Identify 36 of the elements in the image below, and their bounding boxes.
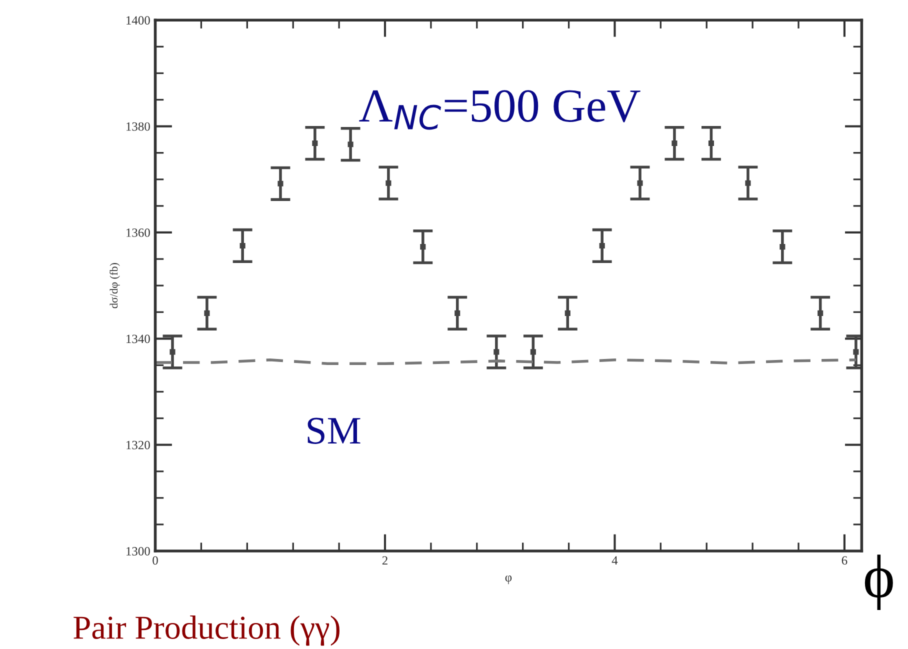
x-tick-label: 2 [382, 556, 388, 565]
y-tick-label: 1400 [126, 16, 150, 25]
annotation: Λ$_{NC}$=500 GeV [359, 90, 640, 130]
point [386, 180, 392, 186]
point [312, 140, 318, 146]
point [348, 142, 354, 148]
y-tick-label: 1320 [126, 440, 150, 450]
x-tick-label: 0 [152, 556, 158, 565]
point [708, 140, 714, 146]
point [637, 180, 643, 186]
point [170, 349, 176, 355]
x-tick-label: 6 [842, 556, 848, 565]
point [278, 180, 284, 186]
y-tick-label: 1300 [126, 547, 150, 556]
point [780, 244, 786, 250]
point [564, 310, 570, 316]
point [672, 140, 678, 146]
point [853, 349, 859, 355]
point [204, 310, 210, 316]
point [745, 180, 751, 186]
point [240, 242, 246, 249]
y-tick-label: 1340 [126, 334, 150, 344]
x-axis-title: φ [505, 576, 512, 584]
y-tick-label: 1360 [126, 228, 150, 237]
y-axis-title: dσ/dφ (fb) [110, 263, 120, 308]
point [420, 244, 426, 250]
y-tick-label: 1380 [126, 122, 150, 131]
point [494, 349, 500, 355]
text: ϕ [864, 554, 893, 610]
x-tick-label: 4 [612, 556, 618, 565]
annotation: SM [308, 418, 360, 444]
point [454, 310, 460, 316]
point [599, 242, 605, 249]
point [530, 349, 536, 355]
text: Pair Production (γγ) [74, 616, 340, 646]
point [818, 310, 824, 316]
